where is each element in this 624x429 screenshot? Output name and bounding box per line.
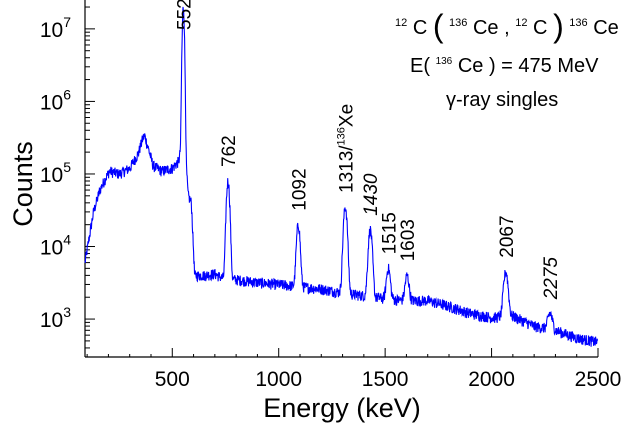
peak-label-762: 762 bbox=[219, 135, 240, 167]
x-tick-label: 1000 bbox=[255, 368, 302, 391]
peak-label-1313: 1313/136Xe bbox=[335, 104, 357, 193]
reaction-target-element: C bbox=[413, 17, 427, 39]
spectrum-line bbox=[84, 6, 599, 347]
x-axis-ticks: 500 1000 1500 2000 2500 bbox=[86, 348, 622, 391]
x-axis-title: Energy (keV) bbox=[263, 393, 421, 423]
reaction-beam-mass: 136 bbox=[449, 17, 467, 29]
y-tick-label: 105 bbox=[40, 159, 71, 187]
mode-label: γ-ray singles bbox=[446, 89, 558, 111]
spectrum-series bbox=[84, 6, 599, 347]
peak-label-2067: 2067 bbox=[497, 215, 518, 257]
y-tick-label: 104 bbox=[40, 232, 71, 260]
y-tick-label: 106 bbox=[40, 86, 71, 114]
reaction-open-paren: ( bbox=[433, 8, 444, 44]
x-tick-label: 500 bbox=[155, 368, 190, 391]
energy-prefix: E( bbox=[410, 55, 430, 77]
peak-label-1430: 1430 bbox=[361, 173, 382, 216]
peak-label-2275: 2275 bbox=[541, 257, 562, 301]
reaction-target-mass: 12 bbox=[395, 17, 407, 29]
x-tick-label: 1500 bbox=[362, 368, 409, 391]
svg-text:12 C ( 136: 12 C ( 136 Ce , 12 C ) 136 Ce * bbox=[395, 8, 624, 44]
peak-label-1092: 1092 bbox=[289, 168, 310, 210]
x-tick-label: 2000 bbox=[468, 368, 515, 391]
reaction-annotation: 12 C ( 136 Ce , 12 C ) 136 Ce * E( 136 C… bbox=[395, 8, 624, 111]
energy-element: Ce bbox=[458, 55, 484, 77]
reaction-residual-element: Ce bbox=[593, 17, 619, 39]
energy-mass: 136 bbox=[436, 56, 453, 67]
y-tick-label: 103 bbox=[40, 304, 71, 332]
y-axis-ticks: 103 104 105 106 107 bbox=[40, 6, 95, 358]
reaction-ejectile-element: C bbox=[533, 17, 547, 39]
reaction-ejectile-mass: 12 bbox=[515, 17, 527, 29]
x-tick-label: 2500 bbox=[575, 368, 622, 391]
y-axis-title: Counts bbox=[8, 141, 38, 227]
svg-text:E( 136 Ce ): E( 136 Ce ) = 475 MeV bbox=[410, 47, 599, 77]
peak-label-552: 552 bbox=[174, 0, 195, 30]
reaction-close-paren: ) bbox=[553, 8, 564, 44]
y-tick-label: 107 bbox=[40, 14, 71, 42]
reaction-residual-mass: 136 bbox=[569, 17, 587, 29]
reaction-beam-element: Ce bbox=[473, 17, 499, 39]
peak-label-1603: 1603 bbox=[398, 219, 419, 261]
energy-suffix: ) = 475 MeV bbox=[489, 55, 599, 77]
peak-label-1515: 1515 bbox=[379, 212, 400, 254]
reaction-comma: , bbox=[504, 17, 510, 39]
